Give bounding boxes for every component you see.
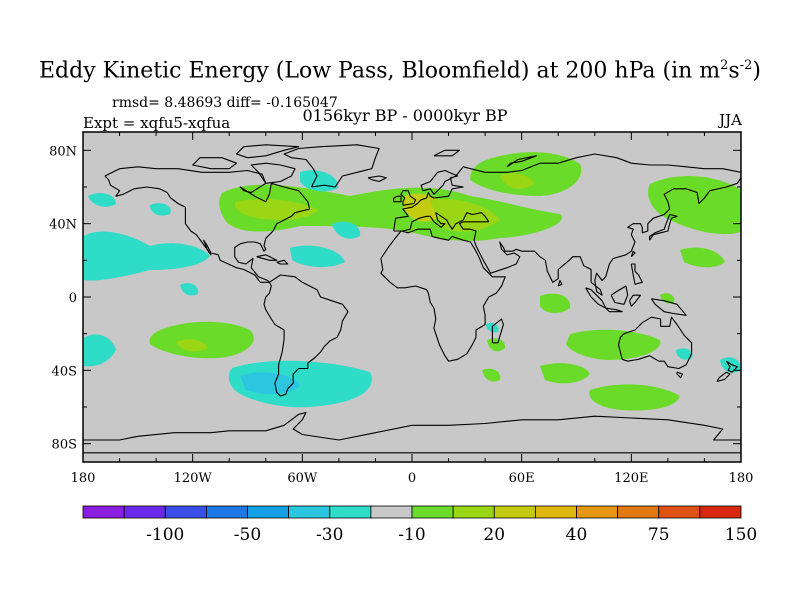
coastline xyxy=(650,298,687,316)
colorbar-swatch xyxy=(123,505,166,519)
colorbar-label: 75 xyxy=(648,525,670,545)
colorbar-label: -100 xyxy=(146,525,184,545)
coastline xyxy=(400,190,417,206)
anomaly-patch xyxy=(676,348,693,360)
coastline xyxy=(367,175,387,183)
colorbar-swatch xyxy=(534,505,577,519)
coastline xyxy=(235,144,300,159)
colorbar-swatch xyxy=(699,505,742,519)
colorbar-swatch xyxy=(370,505,413,519)
anomaly-patch xyxy=(500,173,534,189)
colorbar-swatch xyxy=(576,505,619,519)
coastline xyxy=(283,144,380,188)
coastline xyxy=(557,279,563,287)
colorbar-swatch xyxy=(411,505,454,519)
lon-tick-label: 0 xyxy=(408,471,416,486)
coastline-layer xyxy=(83,144,741,454)
coastline xyxy=(250,162,296,184)
anomaly-patch xyxy=(84,334,116,367)
colorbar-label: -30 xyxy=(316,525,343,545)
lon-tick-label: 180 xyxy=(729,471,754,486)
anomaly-patch xyxy=(180,283,199,296)
colorbar-label: 20 xyxy=(483,525,505,545)
anomaly-patch xyxy=(88,193,116,207)
coastline xyxy=(393,195,402,203)
coastline xyxy=(491,318,504,344)
anomaly-patch xyxy=(176,339,208,352)
colorbar-swatch xyxy=(164,505,207,519)
anomaly-patch xyxy=(332,221,361,239)
coastline xyxy=(83,411,741,454)
anomaly-patch xyxy=(589,384,680,411)
anomaly-patch xyxy=(149,321,254,359)
colorbar-label: 150 xyxy=(725,525,757,545)
map-axes: 180 120W 60W 0 60E 120E 180 80N 40N 0 40S 80S xyxy=(49,132,753,486)
coastline xyxy=(628,294,642,307)
lat-tick-label: 80N xyxy=(49,144,77,159)
coastline xyxy=(263,274,349,397)
coastline xyxy=(380,228,506,362)
coastline xyxy=(610,285,629,305)
anomaly-patch xyxy=(680,247,725,268)
coastline xyxy=(617,316,693,370)
anomaly-patch xyxy=(487,338,506,352)
coastline xyxy=(716,371,731,382)
anomaly-patch xyxy=(234,199,318,220)
season-label: JJA xyxy=(719,111,742,129)
anomaly-patch xyxy=(150,203,171,216)
anomaly-patch xyxy=(540,363,590,384)
colorbar: -100 -50 -30 -10 20 40 75 150 xyxy=(82,505,757,545)
figure-title: Eddy Kinetic Energy (Low Pass, Bloomfiel… xyxy=(39,58,761,84)
colorbar-swatch xyxy=(82,505,125,519)
coastline xyxy=(506,155,537,168)
map-background xyxy=(83,132,741,462)
coastline xyxy=(393,153,741,296)
coastline xyxy=(630,250,636,258)
experiment-label: Expt = xqfu5-xqfua xyxy=(83,114,231,132)
coastline xyxy=(192,157,238,170)
colorbar-label: -10 xyxy=(398,525,425,545)
coastline xyxy=(630,263,643,285)
period-label: 0156kyr BP - 0000kyr BP xyxy=(302,106,508,125)
colorbar-swatch xyxy=(493,505,536,519)
colorbar-swatch xyxy=(617,505,660,519)
anomaly-patch xyxy=(240,372,300,395)
anomaly-patch xyxy=(290,245,345,268)
stats-line: rmsd= 8.48693 diff= -0.165047 xyxy=(112,95,338,111)
anomaly-patch xyxy=(566,329,661,360)
colorbar-swatch xyxy=(205,505,248,519)
colorbar-swatch xyxy=(452,505,495,519)
coastline xyxy=(256,254,278,261)
lat-tick-label: 40N xyxy=(49,218,77,233)
anomaly-patch xyxy=(482,368,501,382)
anomaly-patch xyxy=(84,231,210,281)
lat-tick-label: 80S xyxy=(52,438,77,453)
lon-tick-label: 120E xyxy=(614,471,648,486)
colorbar-label: -50 xyxy=(234,525,261,545)
coastline xyxy=(433,149,461,157)
colorbar-swatch xyxy=(658,505,701,519)
lat-tick-label: 40S xyxy=(52,364,77,379)
coastline xyxy=(725,360,738,373)
lon-tick-label: 120W xyxy=(174,471,213,486)
anomaly-patch xyxy=(540,293,571,314)
coastline xyxy=(104,166,311,283)
colorbar-label: 40 xyxy=(566,525,588,545)
coastline xyxy=(676,371,684,379)
colorbar-swatch xyxy=(247,505,290,519)
coastline xyxy=(605,307,623,313)
colorbar-swatch xyxy=(329,505,372,519)
lon-tick-label: 60E xyxy=(509,471,535,486)
lon-tick-label: 180 xyxy=(71,471,96,486)
lat-tick-label: 0 xyxy=(69,291,77,306)
coastline xyxy=(649,213,678,241)
lon-tick-label: 60W xyxy=(287,471,318,486)
coastline xyxy=(276,259,289,265)
colorbar-swatch xyxy=(288,505,331,519)
